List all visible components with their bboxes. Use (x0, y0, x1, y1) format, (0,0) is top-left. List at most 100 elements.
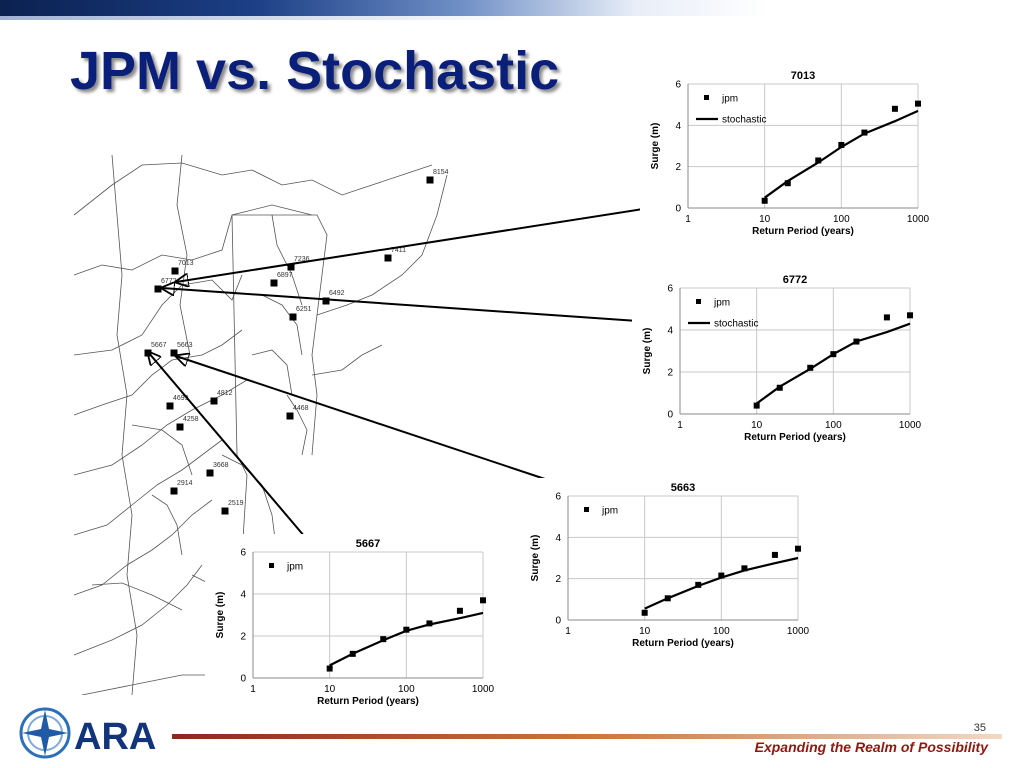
x-tick-label: 100 (398, 684, 415, 695)
station-marker (270, 279, 278, 287)
station-marker (210, 397, 218, 405)
y-tick-label: 4 (667, 326, 673, 337)
slide-title: JPM vs. Stochastic (70, 41, 560, 101)
data-point-jpm (915, 100, 921, 107)
x-tick-label: 10 (324, 684, 336, 695)
station-label: 5667 (151, 342, 167, 349)
y-tick-label: 2 (667, 368, 673, 379)
tagline: Expanding the Realm of Possibility (754, 739, 988, 755)
station-8154: 8154 (426, 169, 449, 184)
data-point-jpm (664, 595, 671, 602)
y-tick-label: 0 (675, 204, 681, 215)
y-tick-label: 0 (240, 674, 246, 685)
data-point-jpm (807, 364, 814, 371)
station-6897: 6897 (270, 272, 293, 287)
station-4468: 4468 (286, 405, 309, 420)
station-label: 6251 (296, 306, 312, 313)
compass-icon (19, 707, 71, 759)
x-axis-label: Return Period (years) (752, 226, 854, 237)
station-6251: 6251 (289, 306, 312, 321)
header-band-shadow (0, 16, 520, 20)
legend-marker (269, 563, 274, 568)
y-tick-label: 6 (240, 548, 246, 559)
station-marker (426, 176, 434, 184)
page-number: 35 (973, 722, 986, 734)
footer-line (172, 734, 1002, 739)
chart-5667: 5667 0 2 4 6 1 10 100 1000 Return Period (years) S… (205, 534, 495, 720)
x-tick-label: 10 (751, 420, 763, 431)
data-point-jpm (426, 620, 433, 627)
station-2519: 2519 (221, 500, 244, 515)
legend-label: jpm (601, 506, 618, 517)
x-tick-label: 100 (825, 420, 842, 431)
station-label: 2914 (177, 480, 193, 487)
data-point-jpm (784, 180, 791, 187)
data-point-jpm (641, 609, 648, 616)
chart-6772: 6772 0 2 4 6 1 10 100 1000 Return Period (years) S… (632, 270, 922, 456)
legend-label: jpm (286, 562, 303, 573)
station-4699: 4699 (166, 395, 189, 410)
station-6492: 6492 (322, 290, 345, 305)
station-5663: 5663 (170, 342, 193, 357)
station-label: 3668 (213, 462, 229, 469)
station-3668: 3668 (206, 462, 229, 477)
y-tick-label: 0 (667, 410, 673, 421)
x-tick-label: 1000 (787, 626, 810, 637)
y-tick-label: 6 (555, 492, 561, 503)
data-point-jpm (771, 551, 778, 558)
data-point-jpm (456, 607, 463, 614)
chart-svg: 5667 0 2 4 6 1 10 100 1000 Return Period (years) S… (215, 538, 495, 707)
station-6772: 6772 (154, 278, 177, 293)
x-axis-label: Return Period (years) (317, 696, 419, 707)
station-label: 7411 (391, 247, 406, 254)
station-7013: 7013 (171, 260, 194, 275)
x-tick-label: 1000 (472, 684, 495, 695)
data-point-jpm (883, 314, 890, 321)
chart-7013: 7013 0 2 4 6 1 10 100 1000 Return Period (years) S… (640, 66, 930, 250)
station-4812: 4812 (210, 390, 233, 405)
x-tick-label: 1 (685, 214, 691, 225)
station-marker (144, 349, 152, 357)
legend-label: jpm (713, 298, 730, 309)
data-point-jpm (718, 572, 725, 579)
station-marker (322, 297, 330, 305)
data-point-jpm (776, 384, 783, 391)
chart-svg: 5663 0 2 4 6 1 10 100 1000 Return Period (years) S… (530, 482, 810, 649)
station-marker (206, 469, 214, 477)
station-label: 4258 (183, 416, 199, 423)
y-tick-label: 4 (555, 533, 561, 544)
legend-marker (584, 507, 589, 512)
station-label: 2519 (228, 500, 244, 507)
data-point-jpm (761, 197, 768, 204)
x-tick-label: 1 (677, 420, 683, 431)
x-tick-label: 1000 (907, 214, 930, 225)
x-axis-label: Return Period (years) (744, 432, 846, 443)
data-point-jpm (753, 402, 760, 409)
x-tick-label: 100 (833, 214, 850, 225)
station-label: 7236 (294, 256, 310, 263)
data-point-jpm (907, 312, 913, 319)
station-marker (289, 313, 297, 321)
chart-title: 7013 (791, 70, 815, 82)
station-marker (170, 349, 178, 357)
x-tick-label: 1000 (899, 420, 922, 431)
station-marker (166, 402, 174, 410)
station-marker (154, 285, 162, 293)
x-tick-label: 1 (565, 626, 571, 637)
station-4258: 4258 (176, 416, 199, 431)
y-axis-label: Surge (m) (215, 592, 226, 639)
legend-label: jpm (721, 94, 738, 105)
legend-marker (704, 95, 709, 100)
station-marker (176, 423, 184, 431)
y-tick-label: 4 (675, 121, 681, 132)
chart-5663: 5663 0 2 4 6 1 10 100 1000 Return Period (years) S… (520, 478, 810, 662)
y-tick-label: 2 (240, 632, 246, 643)
station-5667: 5667 (144, 342, 167, 357)
data-point-jpm (741, 565, 748, 572)
map-stations: 8154 7411 7236 6897 7013 6772 6492 6251 5667 5663… (144, 169, 449, 515)
data-point-jpm (795, 545, 801, 552)
x-tick-label: 10 (639, 626, 651, 637)
x-axis-label: Return Period (years) (632, 638, 734, 649)
x-tick-label: 100 (713, 626, 730, 637)
station-2914: 2914 (170, 480, 193, 495)
